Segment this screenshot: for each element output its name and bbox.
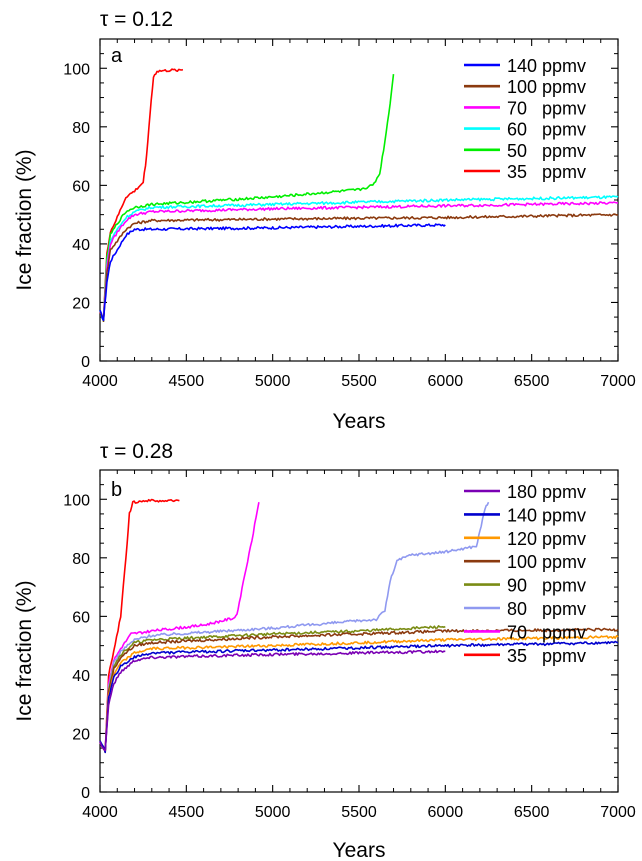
panel-b-xtick-label-3: 5500: [341, 804, 377, 821]
panel-b-series-line-100-ppmv: [99, 627, 619, 752]
panel-b-series-line-180-ppmv: [99, 649, 446, 752]
panel-a-series-line-70-ppmv: [99, 201, 619, 321]
panel-a-legend-label-1: 100 ppmv: [507, 77, 586, 97]
panel-b-legend: 180 ppmv 140 ppmv 120 ppmv 100 ppmv 90 ppmv 8…: [464, 482, 586, 666]
panel-a-legend-label-3: 60 ppmv: [507, 120, 586, 140]
panel-b-ytick-label-0: 0: [81, 785, 90, 802]
panel-b-series-line-80-ppmv: [99, 501, 490, 753]
panel-a-ylabel: Ice fraction (%): [13, 149, 36, 290]
panel-b-ytick-label-3: 60: [72, 609, 90, 626]
panel-b-legend-label-7: 35 ppmv: [507, 646, 586, 666]
panel-a-ytick-label-4: 80: [72, 120, 90, 137]
panel-a-title: τ = 0.12: [100, 8, 173, 31]
panel-b-series-line-90-ppmv: [99, 625, 446, 754]
panel-b-xtick-label-1: 4500: [169, 804, 205, 821]
panel-b-series-line-35-ppmv: [99, 498, 180, 754]
panel-b-series-line-70-ppmv: [99, 502, 260, 752]
panel-a-letter: a: [111, 45, 123, 67]
panel-b-xtick-label-2: 5000: [255, 804, 291, 821]
panel-a-ytick-label-2: 40: [72, 237, 90, 254]
panel-a-xtick-label-6: 7000: [600, 373, 636, 390]
panel-a-xlabel: Years: [333, 410, 386, 433]
panel-a-series-line-60-ppmv: [99, 195, 619, 322]
panel-b-xlabel: Years: [333, 839, 386, 861]
panel-b-ytick-label-1: 20: [72, 726, 90, 743]
panel-a-legend-label-4: 50 ppmv: [507, 141, 586, 161]
panel-b-legend-label-1: 140 ppmv: [507, 505, 586, 525]
panel-b-xtick-label-4: 6000: [428, 804, 464, 821]
panel-b: τ = 0.28 b 4000 4500 5000 5500 6000 6500 7000 0…: [13, 440, 636, 861]
panel-a-ytick-label-1: 20: [72, 295, 90, 312]
panel-a: τ = 0.12 a 4000 4500 5000 5500 6000 6500 7000 0…: [13, 8, 636, 433]
panel-b-ylabel: Ice fraction (%): [13, 580, 36, 721]
panel-b-letter: b: [111, 479, 122, 501]
panel-a-xtick-label-1: 4500: [169, 373, 205, 390]
panel-a-xtick-label-5: 6500: [514, 373, 550, 390]
panel-a-legend-label-0: 140 ppmv: [507, 56, 586, 76]
panel-a-ticks: 4000 4500 5000 5500 6000 6500 7000 0 20 40 60 80 100: [63, 39, 636, 390]
panel-a-ytick-label-3: 60: [72, 178, 90, 195]
panel-b-ytick-label-5: 100: [63, 492, 90, 509]
panel-b-legend-label-5: 80 ppmv: [507, 599, 586, 619]
panel-a-series-line-100-ppmv: [99, 213, 619, 323]
panel-a-ytick-label-0: 0: [81, 354, 90, 371]
panel-a-series-line-50-ppmv: [99, 74, 395, 323]
panel-b-legend-label-2: 120 ppmv: [507, 529, 586, 549]
panel-a-series-line-35-ppmv: [99, 68, 184, 321]
panel-b-legend-label-6: 70 ppmv: [507, 622, 586, 642]
panel-b-series-line-140-ppmv: [99, 640, 619, 754]
panel-a-ytick-label-5: 100: [63, 61, 90, 78]
panel-a-legend-label-5: 35 ppmv: [507, 162, 586, 182]
panel-a-xtick-label-4: 6000: [428, 373, 464, 390]
panel-a-series-line-140-ppmv: [99, 223, 446, 322]
panel-b-ytick-label-4: 80: [72, 551, 90, 568]
panel-a-xtick-label-2: 5000: [255, 373, 291, 390]
panel-b-legend-label-0: 180 ppmv: [507, 482, 586, 502]
panel-a-legend-label-2: 70 ppmv: [507, 98, 586, 118]
panel-b-legend-label-3: 100 ppmv: [507, 552, 586, 572]
panel-b-xtick-label-0: 4000: [82, 804, 118, 821]
panel-b-xtick-label-6: 7000: [600, 804, 636, 821]
panel-b-series-line-120-ppmv: [99, 634, 619, 753]
panel-a-xtick-label-0: 4000: [82, 373, 118, 390]
panel-b-ticks: 4000 4500 5000 5500 6000 6500 7000 0 20 40 60 80 100: [63, 470, 636, 821]
panel-a-lines: [99, 68, 619, 323]
panel-b-legend-label-4: 90 ppmv: [507, 576, 586, 596]
panel-b-title: τ = 0.28: [100, 440, 173, 463]
panel-b-lines: [99, 498, 619, 754]
panel-b-xtick-label-5: 6500: [514, 804, 550, 821]
panel-b-ytick-label-2: 40: [72, 668, 90, 685]
panel-a-xtick-label-3: 5500: [341, 373, 377, 390]
